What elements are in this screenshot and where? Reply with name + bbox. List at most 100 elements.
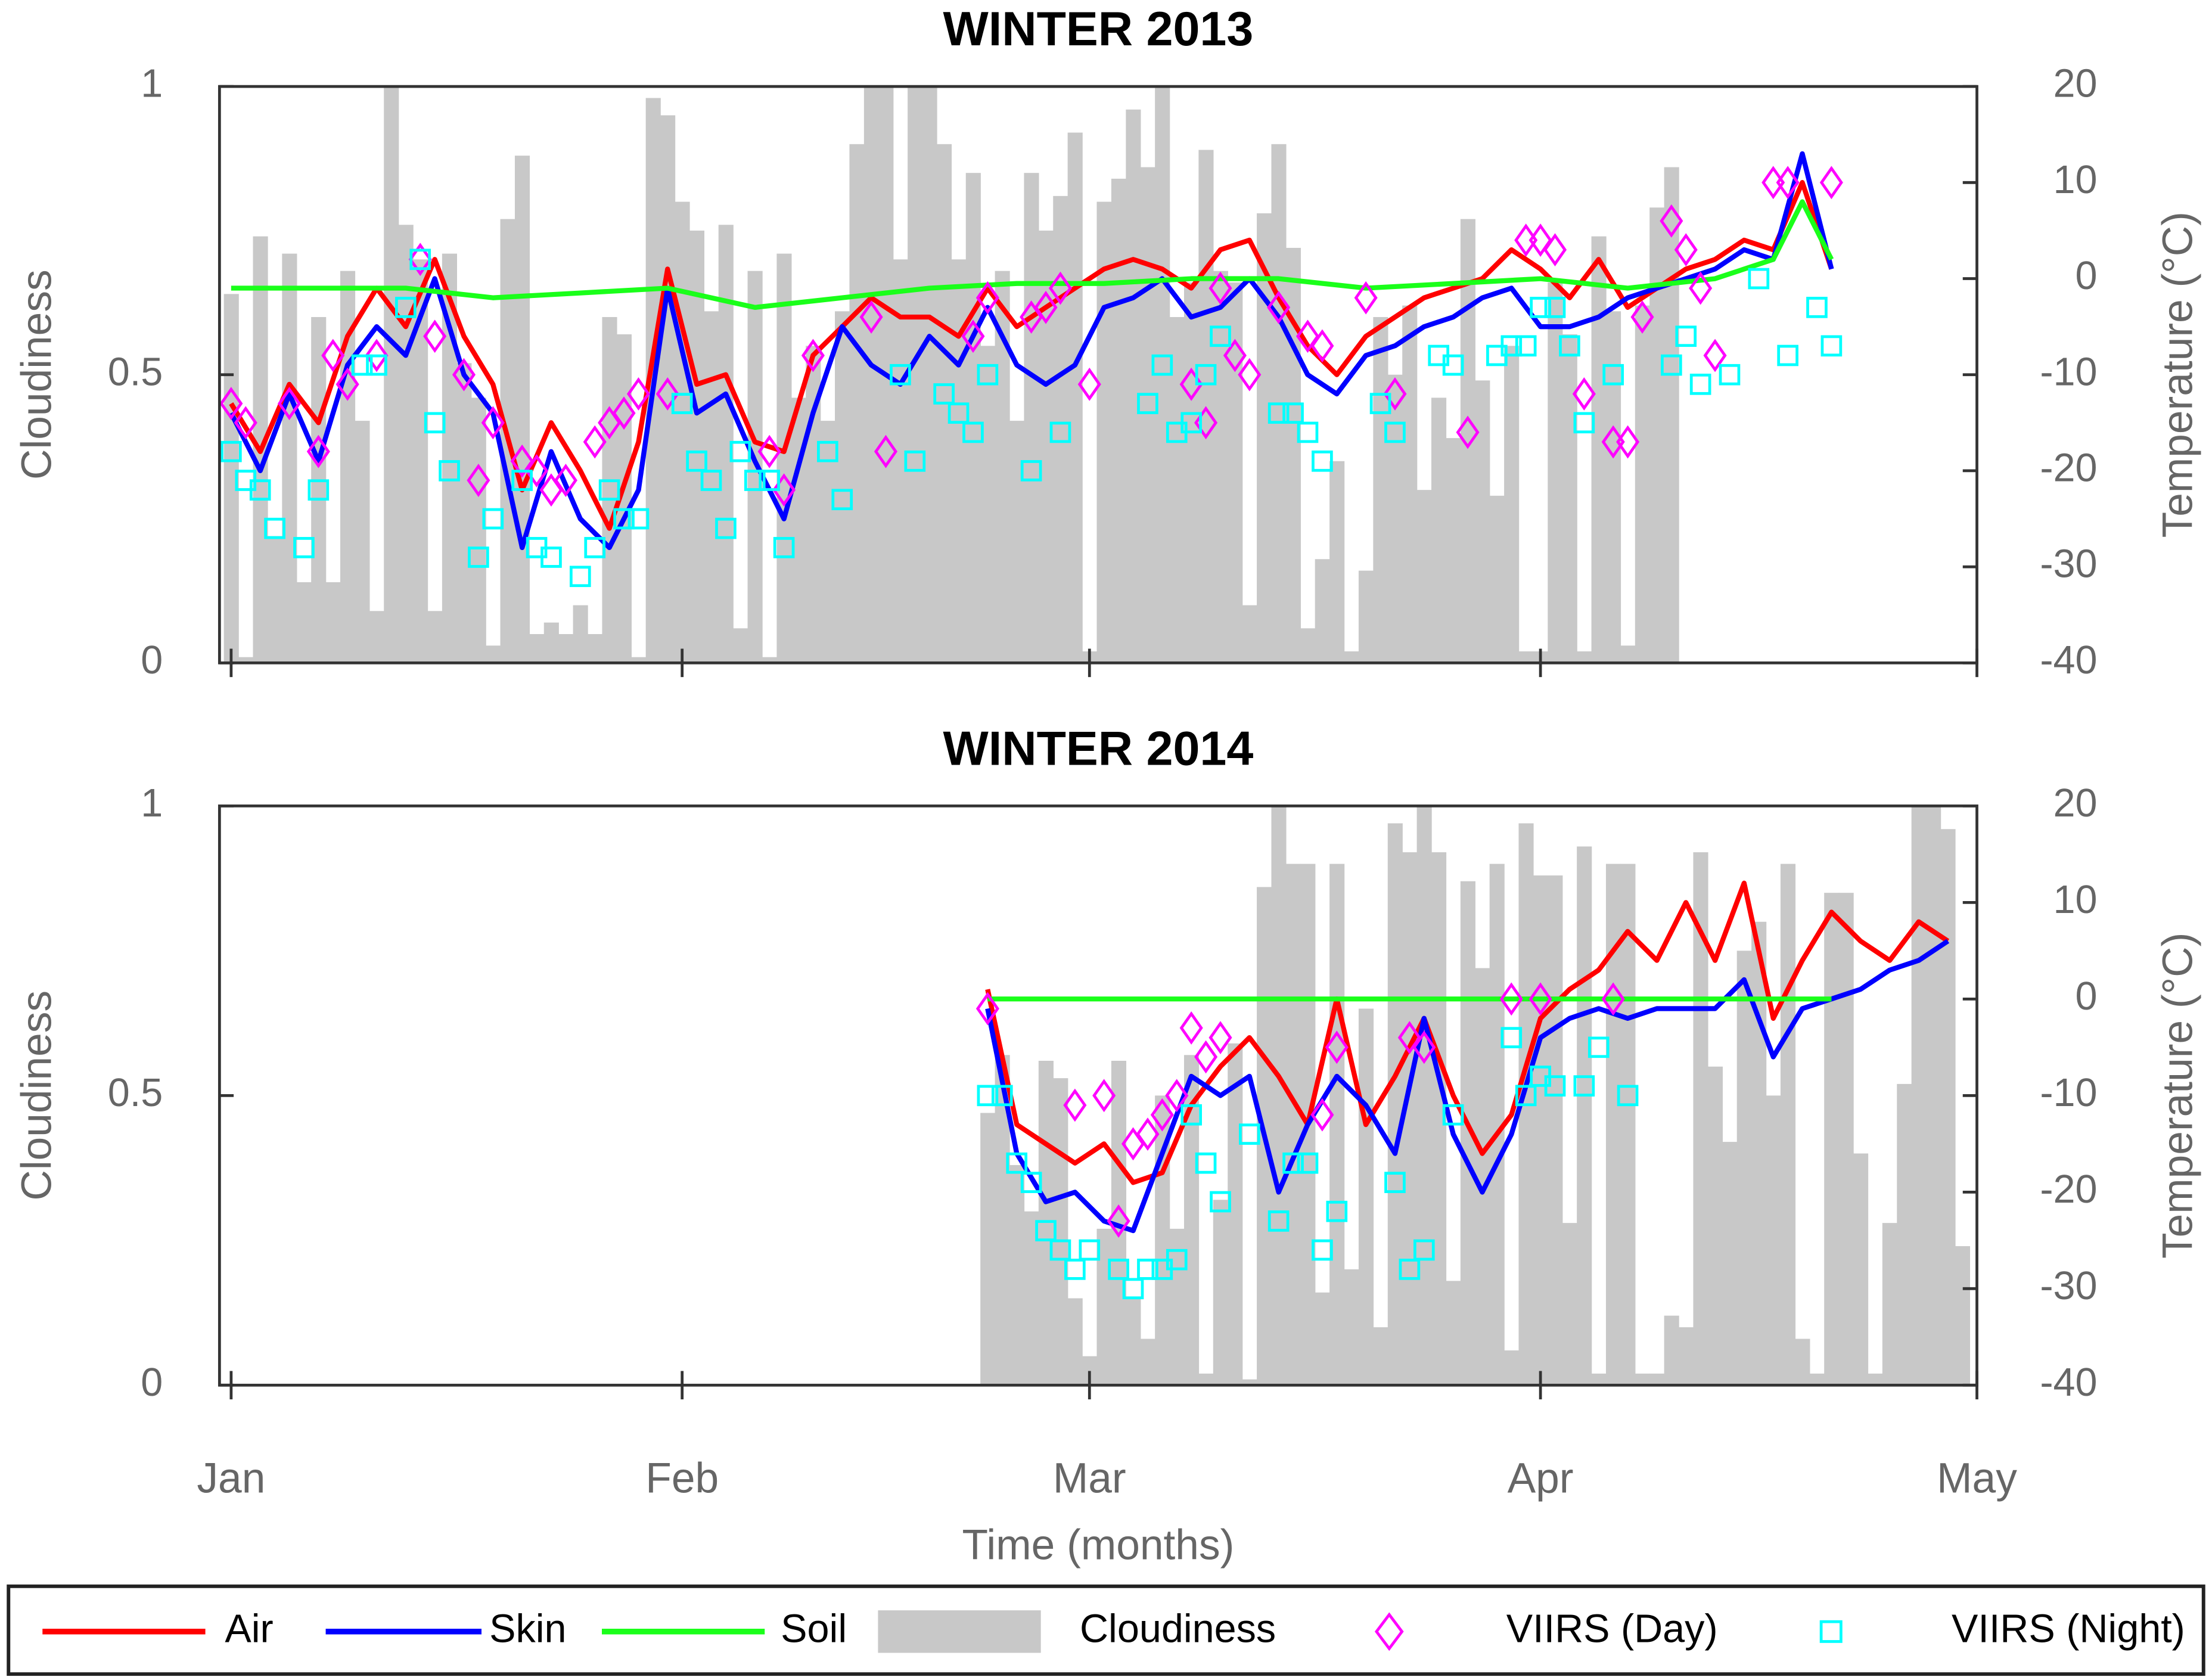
- cloudiness-bar: [1315, 559, 1330, 663]
- cloudiness-bar: [1053, 195, 1068, 663]
- viirs-night-marker: [1312, 450, 1333, 472]
- viirs-night-marker: [977, 1085, 999, 1107]
- viirs-night-marker: [1587, 1036, 1610, 1058]
- viirs-night-marker: [991, 1085, 1013, 1107]
- cloudiness-bar: [1228, 1043, 1243, 1386]
- cloudiness-bar: [1213, 1200, 1228, 1386]
- viirs-night-marker: [1573, 412, 1595, 434]
- x-axis-label: Time (months): [962, 1521, 1235, 1569]
- cloudiness-bar: [311, 316, 327, 663]
- cloudiness-bar: [1504, 1350, 1520, 1386]
- viirs-night-marker: [540, 546, 562, 568]
- viirs-night-marker: [1166, 1249, 1188, 1271]
- viirs-night-marker: [1777, 344, 1798, 367]
- cloudiness-bar: [1198, 1373, 1214, 1386]
- viirs-night-marker: [1559, 335, 1580, 357]
- cloudiness-bar: [762, 657, 778, 663]
- viirs-night-marker: [831, 489, 853, 511]
- viirs-night-marker: [1267, 1210, 1290, 1232]
- cloudiness-bar: [1562, 334, 1577, 663]
- y2-tick-label: 10: [2053, 158, 2097, 202]
- cloudiness-bar: [1300, 628, 1316, 663]
- cloudiness-bar: [1679, 1327, 1694, 1386]
- viirs-night-marker: [1006, 1152, 1028, 1174]
- viirs-day-marker: [525, 454, 549, 487]
- viirs-night-marker: [671, 393, 693, 414]
- viirs-day-marker: [481, 406, 505, 440]
- viirs-night-marker: [1544, 297, 1566, 318]
- y-tick-label: 1: [141, 62, 163, 106]
- cloudiness-bar: [602, 316, 617, 663]
- cloudiness-bar: [471, 397, 486, 663]
- cloudiness-bar: [529, 633, 545, 663]
- viirs-day-marker: [1383, 377, 1407, 411]
- viirs-night-marker: [1035, 1220, 1057, 1241]
- y-tick-label: 1: [141, 781, 163, 825]
- viirs-day-marker: [1528, 982, 1552, 1016]
- cloudiness-bar: [1315, 1292, 1330, 1386]
- viirs-night-marker: [1748, 268, 1770, 290]
- viirs-night-marker: [1267, 402, 1290, 424]
- cloudiness-bar: [1926, 806, 1941, 1386]
- viirs-day-marker: [801, 338, 825, 372]
- viirs-day-marker: [1616, 425, 1640, 459]
- cloudiness-bar: [675, 201, 690, 663]
- cloudiness-bar: [631, 657, 647, 663]
- viirs-day-marker: [612, 396, 636, 430]
- viirs-night-marker: [1195, 364, 1217, 386]
- cloudiness-bar: [922, 86, 937, 663]
- viirs-day-marker: [1136, 1117, 1160, 1151]
- viirs-day-marker: [1761, 166, 1785, 200]
- y2-tick-label: -30: [2040, 1264, 2097, 1308]
- cloudiness-bar: [1838, 893, 1854, 1386]
- viirs-night-marker: [1020, 1172, 1042, 1193]
- y2-tick-label: -40: [2040, 1361, 2097, 1405]
- viirs-night-marker: [1675, 325, 1697, 347]
- cloudiness-bar: [1940, 829, 1956, 1386]
- cloudiness-bar: [1096, 201, 1112, 663]
- viirs-night-marker: [409, 249, 431, 271]
- viirs-night-marker: [264, 517, 285, 539]
- viirs-night-marker: [1413, 1239, 1435, 1261]
- viirs-night-marker: [424, 412, 446, 434]
- viirs-night-marker: [1180, 412, 1202, 434]
- cloudiness-bar: [486, 645, 501, 663]
- y-tick-label: 0: [141, 1361, 163, 1405]
- cloudiness-bar: [1373, 316, 1388, 663]
- viirs-day-marker: [306, 434, 330, 468]
- viirs-night-marker: [1064, 1259, 1086, 1280]
- viirs-day-marker: [874, 434, 898, 468]
- viirs-night-marker: [511, 470, 533, 491]
- legend-swatch: [878, 1610, 1041, 1653]
- legend-label: Cloudiness: [1080, 1607, 1276, 1651]
- viirs-day-marker: [1528, 223, 1552, 257]
- viirs-day-marker: [1077, 367, 1101, 401]
- y2-tick-label: -20: [2040, 446, 2097, 490]
- cloudiness-bar: [1605, 311, 1621, 663]
- cloudiness-bar: [1591, 1373, 1607, 1386]
- viirs-day-marker: [1601, 982, 1625, 1016]
- cloudiness-bar: [1431, 397, 1447, 663]
- viirs-night-marker: [293, 537, 315, 558]
- cloudiness-bar: [1344, 1269, 1359, 1386]
- viirs-day-marker: [1776, 166, 1800, 200]
- viirs-day-marker: [1572, 377, 1596, 411]
- viirs-night-marker: [1326, 1200, 1348, 1222]
- viirs-day-marker: [1499, 982, 1523, 1016]
- viirs-night-marker: [1617, 1085, 1639, 1107]
- cloudiness-bar: [1635, 1373, 1650, 1386]
- cloudiness-bar: [1504, 346, 1520, 663]
- cloudiness-bar: [1358, 1008, 1374, 1386]
- viirs-night-marker: [1210, 325, 1231, 347]
- viirs-night-marker: [1297, 1152, 1319, 1174]
- viirs-day-marker: [1223, 338, 1247, 372]
- cloudiness-bar: [1387, 374, 1403, 663]
- cloudiness-bar: [1285, 864, 1301, 1386]
- cloudiness-bar: [820, 421, 835, 663]
- cloudiness-bar: [1067, 132, 1083, 663]
- viirs-night-marker: [744, 470, 766, 491]
- viirs-night-marker: [1820, 335, 1843, 357]
- cloudiness-bar: [1649, 1373, 1665, 1386]
- cloudiness-bar: [1707, 1066, 1723, 1386]
- cloudiness-bar: [1140, 1339, 1155, 1386]
